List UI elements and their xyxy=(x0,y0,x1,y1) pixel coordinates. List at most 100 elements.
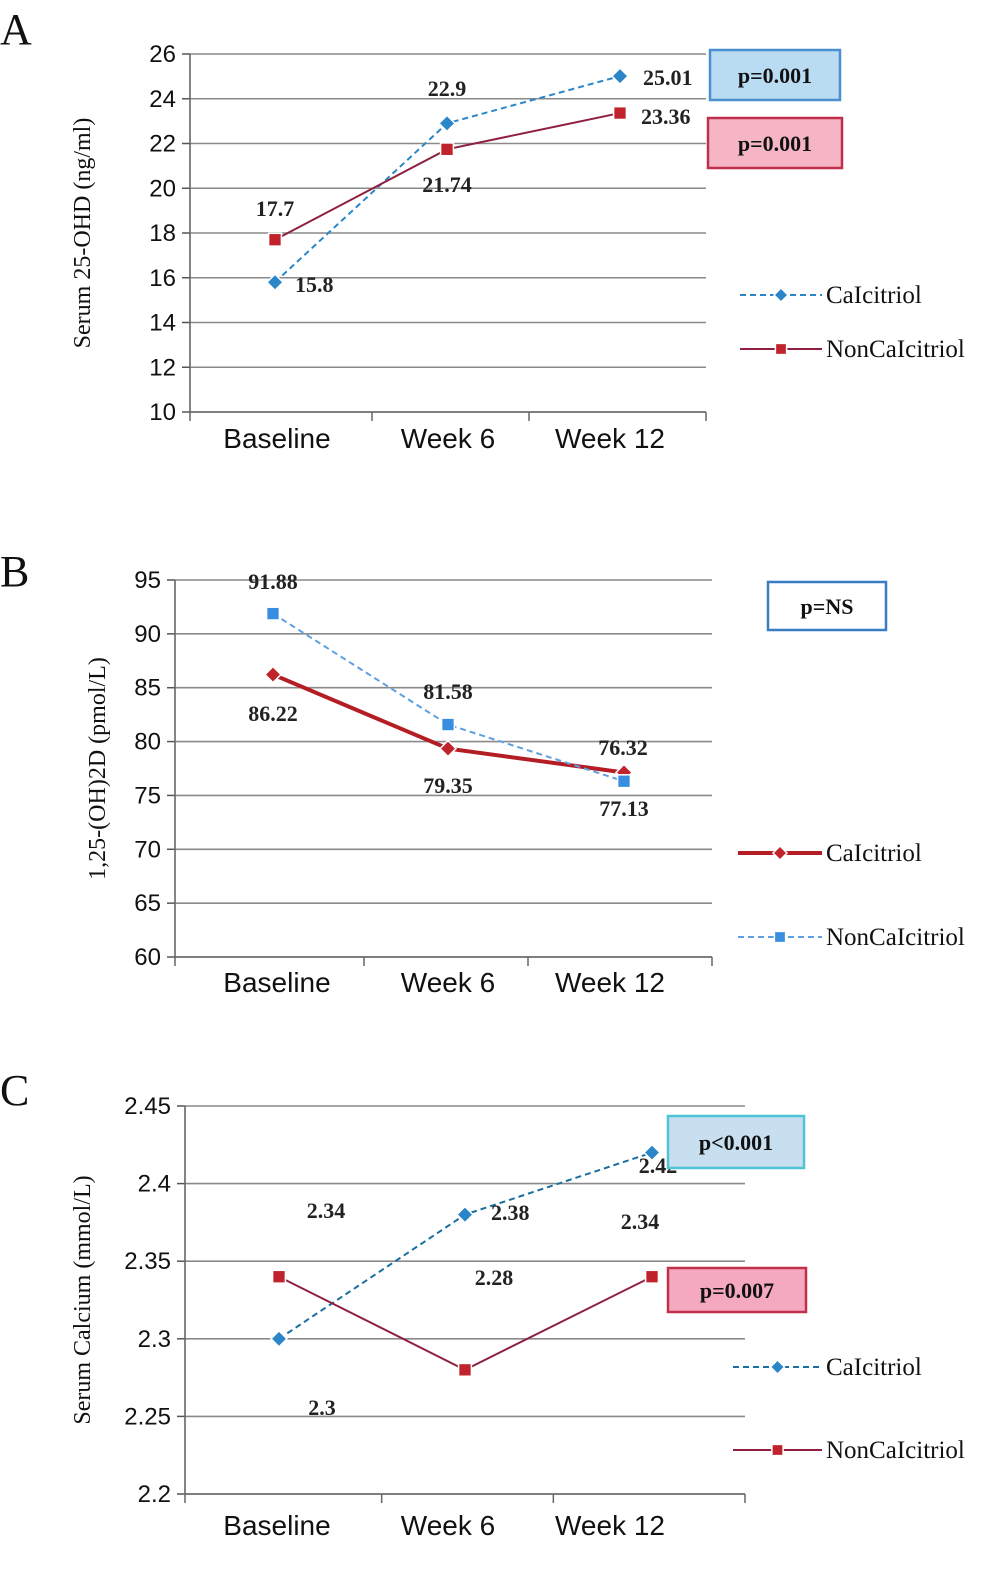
y-tick-label: 26 xyxy=(149,41,176,68)
data-label: 2.28 xyxy=(475,1265,514,1290)
data-point xyxy=(644,1269,660,1284)
x-tick-label: Week 6 xyxy=(401,967,495,998)
x-tick-label: Baseline xyxy=(223,1510,330,1541)
data-point xyxy=(439,142,455,157)
data-label: 76.32 xyxy=(598,735,648,760)
y-axis-label: Serum 25-OHD (ng/ml) xyxy=(70,118,96,349)
y-tick-label: 12 xyxy=(149,354,176,381)
y-tick-label: 22 xyxy=(149,131,176,158)
data-point xyxy=(440,717,456,732)
p-value-box xyxy=(706,116,844,170)
y-axis-label: 1,25-(OH)2D (pmol/L) xyxy=(85,657,111,880)
y-tick-label: 24 xyxy=(149,86,176,113)
y-tick-label: 60 xyxy=(134,944,161,971)
panel-letter: C xyxy=(0,1066,29,1115)
chart-panel-a: A 10 12 14 16 18 20 22 24 26 Baseline Week 6 Week 12… xyxy=(0,5,965,454)
legend-label: NonCaIcitriol xyxy=(826,1437,965,1464)
data-label: 2.3 xyxy=(308,1395,336,1420)
data-point xyxy=(437,114,457,133)
legend-marker xyxy=(772,286,790,304)
p-value-text: p=0.007 xyxy=(700,1278,774,1303)
p-value-box xyxy=(766,580,888,632)
x-tick-label: Week 12 xyxy=(555,1510,665,1541)
y-tick-label: 90 xyxy=(134,621,161,648)
legend-marker xyxy=(774,342,788,356)
y-tick-label: 2.25 xyxy=(124,1403,171,1430)
x-tick-label: Baseline xyxy=(223,423,330,454)
data-label: 2.34 xyxy=(307,1198,346,1223)
legend-marker xyxy=(771,1443,784,1457)
data-point xyxy=(642,1143,662,1162)
data-point xyxy=(438,739,458,758)
legend-label: CaIcitriol xyxy=(826,840,922,867)
panel-letter: B xyxy=(0,547,29,596)
series-line-noncaicitriol xyxy=(278,1275,653,1371)
data-label: 15.8 xyxy=(295,272,334,297)
data-label: 91.88 xyxy=(248,569,298,594)
data-label: 25.01 xyxy=(643,65,693,90)
y-tick-label: 10 xyxy=(149,399,176,426)
data-point xyxy=(610,67,630,86)
y-tick-label: 18 xyxy=(149,220,176,247)
panel-letter: A xyxy=(0,5,32,54)
x-tick-label: Baseline xyxy=(223,967,330,998)
chart-panel-c: C 2.2 2.25 2.3 2.35 2.4 2.45 Baseline Week 6 Week… xyxy=(0,1066,965,1541)
data-point xyxy=(265,273,285,292)
x-tick-label: Week 6 xyxy=(401,1510,495,1541)
data-label: 81.58 xyxy=(423,679,473,704)
legend-marker xyxy=(771,844,789,862)
y-tick-label: 80 xyxy=(134,729,161,756)
y-tick-label: 2.35 xyxy=(124,1248,171,1275)
x-tick-label: Week 12 xyxy=(555,967,665,998)
data-label: 17.7 xyxy=(256,196,295,221)
legend-marker xyxy=(773,930,787,944)
data-point xyxy=(455,1205,475,1224)
data-label: 2.38 xyxy=(491,1200,530,1225)
data-point xyxy=(265,606,281,621)
data-label: 21.74 xyxy=(422,172,472,197)
series-line-caicitriol xyxy=(278,1151,653,1340)
legend-label: CaIcitriol xyxy=(826,282,922,309)
data-label: 86.22 xyxy=(248,701,298,726)
y-tick-label: 14 xyxy=(149,310,176,337)
p-value-text: p<0.001 xyxy=(699,1130,773,1155)
data-point xyxy=(269,1329,289,1348)
y-tick-label: 2.45 xyxy=(124,1093,171,1120)
y-tick-label: 65 xyxy=(134,890,161,917)
chart-panel-b: B 60 65 70 75 80 85 90 95 Baseline Week 6 Week 12 1,… xyxy=(0,547,965,998)
y-tick-label: 95 xyxy=(134,567,161,594)
y-tick-label: 20 xyxy=(149,175,176,202)
legend-marker xyxy=(769,1358,786,1376)
x-tick-label: Week 6 xyxy=(401,423,495,454)
y-tick-label: 70 xyxy=(134,836,161,863)
legend-label: CaIcitriol xyxy=(826,1354,922,1381)
data-label: 22.9 xyxy=(428,76,467,101)
data-label: 79.35 xyxy=(423,773,473,798)
data-point xyxy=(616,774,632,789)
y-tick-label: 2.3 xyxy=(138,1326,171,1353)
p-value-box xyxy=(708,48,842,102)
x-tick-label: Week 12 xyxy=(555,423,665,454)
y-tick-label: 75 xyxy=(134,782,161,809)
legend-label: NonCaIcitriol xyxy=(826,336,965,363)
data-point xyxy=(263,665,283,684)
data-point xyxy=(267,232,283,247)
p-value-text: p=NS xyxy=(801,594,854,619)
data-point xyxy=(457,1362,473,1377)
p-value-text: p=0.001 xyxy=(738,131,812,156)
series-line-noncaicitriol xyxy=(272,612,625,783)
data-label: 77.13 xyxy=(599,796,649,821)
p-value-box xyxy=(666,1266,808,1314)
p-value-text: p=0.001 xyxy=(738,63,812,88)
data-label: 2.34 xyxy=(621,1209,660,1234)
y-tick-label: 2.2 xyxy=(138,1481,171,1508)
y-axis-label: Serum Calcium (mmol/L) xyxy=(70,1175,96,1424)
legend-label: NonCaIcitriol xyxy=(826,924,965,951)
p-value-box xyxy=(666,1114,806,1170)
data-label: 23.36 xyxy=(641,104,691,129)
y-tick-label: 16 xyxy=(149,265,176,292)
y-tick-label: 2.4 xyxy=(138,1171,171,1198)
y-tick-label: 85 xyxy=(134,675,161,702)
data-point xyxy=(612,105,628,121)
